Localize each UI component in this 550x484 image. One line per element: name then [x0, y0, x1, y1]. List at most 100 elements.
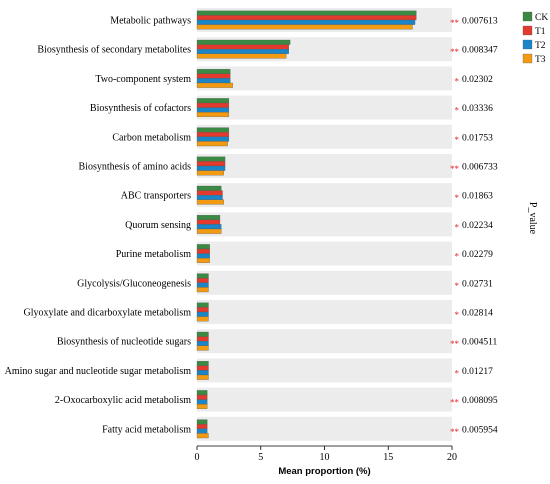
- category-labels: Metabolic pathways Biosynthesis of second…: [5, 16, 192, 436]
- bar-t3: [196, 404, 208, 409]
- legend-label: CK: [535, 13, 548, 23]
- row-background: [197, 183, 452, 208]
- category-label: Fatty acid metabolism: [102, 424, 191, 435]
- row-background: [197, 358, 452, 383]
- bar-t3: [196, 433, 209, 439]
- significance-mark: **: [450, 339, 460, 349]
- category-label: Two-component system: [95, 74, 191, 85]
- bar-t2: [196, 78, 231, 84]
- significance-mark: *: [455, 310, 460, 320]
- bar-t2: [196, 136, 230, 142]
- legend-swatch-t1: [522, 25, 533, 36]
- bar-ck: [196, 10, 417, 16]
- category-label: Biosynthesis of secondary metabolites: [37, 45, 191, 56]
- bar-t2: [196, 253, 210, 259]
- bar-ck: [196, 419, 208, 425]
- significance-mark: *: [455, 368, 460, 378]
- legend-label: T2: [535, 41, 546, 51]
- bar-t2: [196, 107, 230, 113]
- category-label: Glyoxylate and dicarboxylate metabolism: [24, 308, 192, 319]
- bar-t1: [196, 394, 208, 400]
- significance-mark: **: [450, 18, 460, 28]
- p-value-labels: ** 0.007613** 0.008347* 0.02302* 0.03336* 0.0…: [450, 17, 498, 437]
- bar-t2: [196, 282, 209, 288]
- bar-t1: [196, 365, 209, 371]
- bar-ck: [196, 390, 208, 396]
- legend-label: T3: [535, 55, 546, 65]
- row-background: [197, 124, 452, 149]
- bar-ck: [196, 244, 210, 250]
- bar-t2: [196, 399, 208, 405]
- p-value-label: 0.02814: [462, 309, 493, 319]
- significance-mark: **: [450, 164, 460, 174]
- bar-t1: [196, 248, 210, 254]
- p-value-label: 0.01753: [462, 133, 493, 143]
- bar-t3: [196, 170, 224, 176]
- row-background: [197, 270, 452, 295]
- bar-t3: [196, 258, 210, 263]
- bar-t3: [196, 199, 224, 205]
- bar-ck: [196, 302, 209, 308]
- legend: CK T1 T2 T3: [522, 11, 548, 65]
- category-label: Purine metabolism: [116, 249, 191, 260]
- bar-t1: [196, 336, 209, 342]
- legend-swatch-t2: [522, 39, 533, 50]
- significance-mark: **: [450, 47, 460, 57]
- bar-t1: [196, 102, 230, 108]
- p-value-axis-title: P_value: [527, 202, 538, 235]
- p-value-label: 0.01217: [462, 367, 493, 377]
- bar-t2: [196, 165, 226, 171]
- significance-mark: *: [455, 252, 460, 262]
- bar-ck: [196, 156, 226, 162]
- p-value-label: 0.004511: [462, 338, 498, 348]
- row-background: [197, 416, 452, 441]
- bar-t3: [196, 82, 233, 88]
- p-value-label: 0.02731: [462, 279, 493, 289]
- row-background: [197, 300, 452, 324]
- x-axis: 0 5 10 15 20: [195, 445, 457, 463]
- bar-ck: [196, 127, 230, 133]
- significance-mark: *: [455, 281, 460, 291]
- row-background: [197, 66, 452, 91]
- bars: [196, 10, 417, 439]
- category-label: Biosynthesis of cofactors: [90, 103, 191, 114]
- p-value-label: 0.02234: [462, 221, 493, 231]
- p-value-label: 0.02302: [462, 75, 493, 85]
- row-background: [197, 212, 452, 237]
- p-value-label: 0.008347: [462, 46, 498, 56]
- x-tick-label: 15: [383, 452, 393, 463]
- bar-t2: [196, 370, 209, 376]
- category-label: Biosynthesis of nucleotide sugars: [57, 337, 191, 348]
- legend-swatch-t3: [522, 53, 533, 64]
- bar-t1: [196, 424, 208, 429]
- bar-t1: [196, 307, 209, 313]
- bar-ck: [196, 39, 291, 45]
- significance-mark: *: [455, 222, 460, 232]
- bar-t3: [196, 345, 209, 351]
- bar-ck: [196, 273, 209, 279]
- bar-t3: [196, 53, 287, 59]
- category-label: ABC transporters: [121, 191, 191, 202]
- p-value-label: 0.006733: [462, 163, 498, 173]
- row-background: [197, 387, 452, 412]
- bar-ck: [196, 331, 209, 337]
- p-value-label: 0.008095: [462, 396, 498, 406]
- bar-t3: [196, 112, 230, 117]
- bar-t2: [196, 224, 222, 230]
- bar-t3: [196, 141, 228, 147]
- category-label: Carbon metabolism: [112, 132, 191, 143]
- bar-t2: [196, 195, 223, 200]
- bar-t3: [196, 287, 209, 293]
- bar-t1: [196, 278, 209, 283]
- bar-t1: [196, 190, 223, 196]
- category-label: Glycolysis/Gluconeogenesis: [77, 278, 191, 289]
- p-value-label: 0.007613: [462, 17, 498, 27]
- x-tick-label: 5: [258, 452, 263, 463]
- bar-t3: [196, 24, 413, 30]
- bar-ck: [196, 361, 209, 366]
- row-background: [197, 95, 452, 120]
- x-tick-label: 0: [195, 452, 200, 463]
- bar-t2: [196, 49, 289, 54]
- bar-t1: [196, 132, 230, 137]
- p-value-label: 0.005954: [462, 425, 498, 435]
